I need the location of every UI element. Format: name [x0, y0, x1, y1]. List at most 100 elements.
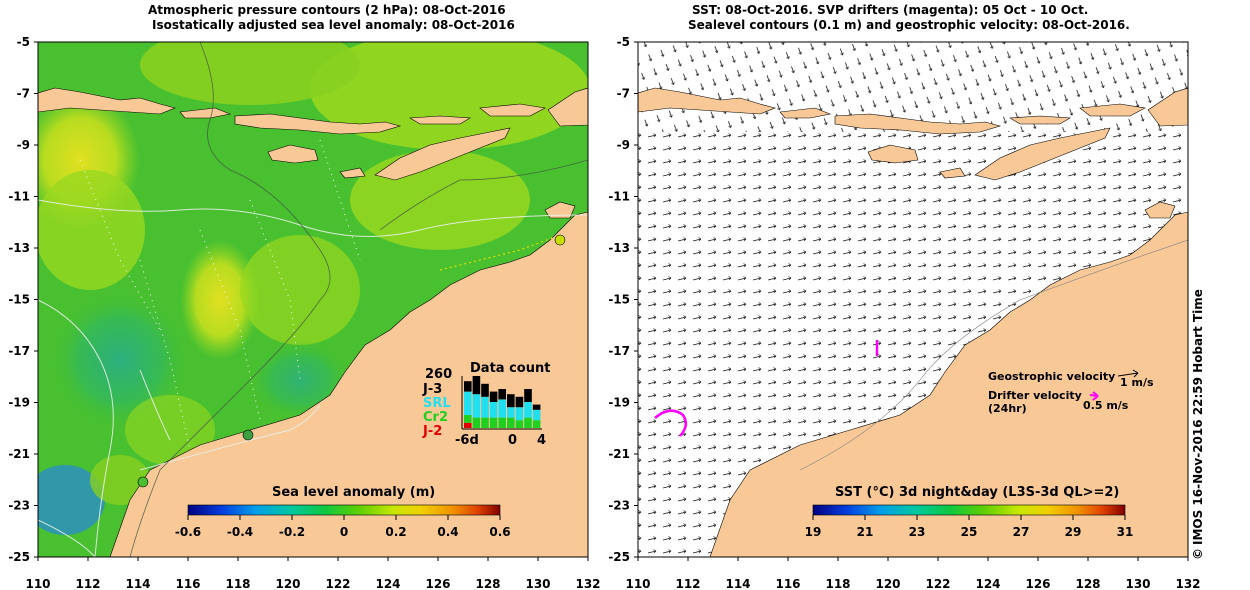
tide-gauge-marker	[137, 476, 149, 488]
colorbar-tick-label: -0.2	[279, 525, 305, 539]
count-bar-segment	[472, 376, 481, 395]
lon-tick-label: 128	[475, 577, 500, 590]
count-bar-segment	[489, 391, 498, 402]
tide-gauge-marker	[554, 234, 566, 246]
left-map	[38, 42, 588, 557]
lat-tick-label: -15	[8, 293, 30, 307]
lat-tick-label: -5	[17, 35, 30, 49]
lat-tick-label: -15	[608, 293, 630, 307]
left-colorbar: Sea level anomaly (m) -0.6 -0.4 -0.2 0 0.2 0.…	[175, 485, 511, 539]
count-bar-segment	[515, 407, 524, 421]
count-bar-segment	[498, 417, 506, 428]
count-bar-segment	[507, 407, 515, 418]
colorbar-tick-label: -0.6	[175, 525, 201, 539]
colorbar-tick-label: 21	[857, 525, 874, 539]
legend-drifter-label-2: (24hr)	[988, 402, 1027, 415]
left-title-line1: Atmospheric pressure contours (2 hPa): 0…	[148, 3, 506, 17]
lon-tick-label: 126	[425, 577, 450, 590]
count-bar-segment	[532, 409, 541, 421]
colorbar-tick-label: 23	[909, 525, 926, 539]
count-bar-segment	[489, 402, 498, 418]
count-xlabel-0: -6d	[455, 433, 479, 448]
data-count-inset: Data count 260 J-3 SRL Cr2 J-2 -6d 0 4	[422, 361, 550, 448]
lon-tick-label: 118	[825, 577, 850, 590]
count-bar-segment	[498, 389, 506, 400]
colorbar-tick-label: 27	[1013, 525, 1030, 539]
colorbar-tick-label: -0.4	[227, 525, 253, 539]
lat-tick-label: -21	[8, 447, 30, 461]
lat-tick-label: -7	[17, 87, 30, 101]
count-bar-segment	[524, 389, 532, 402]
colorbar-tick-label: 25	[961, 525, 978, 539]
lon-tick-label: 132	[575, 577, 600, 590]
count-bar-segment	[464, 415, 472, 423]
lon-tick-label: 112	[75, 577, 100, 590]
data-count-max: 260	[425, 367, 452, 382]
count-bar-segment	[515, 420, 524, 428]
lat-tick-label: -19	[8, 396, 30, 410]
lat-tick-label: -13	[608, 241, 630, 255]
count-bar-segment	[515, 396, 524, 408]
count-xlabel-1: 0	[508, 433, 517, 448]
lon-tick-label: 130	[525, 577, 550, 590]
lat-tick-label: -21	[608, 447, 630, 461]
lon-tick-label: 128	[1075, 577, 1100, 590]
data-count-bars	[464, 376, 541, 428]
lon-tick-label: 126	[1025, 577, 1050, 590]
count-bar-segment	[481, 396, 489, 418]
count-bar-segment	[524, 402, 532, 418]
colorbar-tick-label: 29	[1065, 525, 1082, 539]
data-count-title: Data count	[470, 361, 550, 376]
colorbar-tick-label: 0.4	[437, 525, 458, 539]
flores	[234, 113, 402, 135]
colorbar-tick-label: 0	[340, 525, 348, 539]
lon-tick-label: 120	[875, 577, 900, 590]
timor	[374, 127, 511, 181]
count-bar-segment	[464, 381, 472, 392]
count-bar-segment	[532, 404, 541, 410]
lon-tick-label: 124	[975, 577, 1000, 590]
colorbar-tick-label: 19	[805, 525, 822, 539]
lon-tick-label: 112	[675, 577, 700, 590]
count-bar-segment	[507, 394, 515, 408]
lon-tick-label: 116	[175, 577, 200, 590]
lat-tick-label: -9	[617, 138, 630, 152]
lat-tick-label: -19	[608, 396, 630, 410]
count-bar-segment	[481, 417, 489, 428]
lon-tick-label: 124	[375, 577, 400, 590]
lon-tick-label: 132	[1175, 577, 1200, 590]
right-title-line1: SST: 08-Oct-2016. SVP drifters (magenta)…	[692, 3, 1089, 17]
lat-tick-label: -11	[8, 190, 30, 204]
lon-tick-label: 120	[275, 577, 300, 590]
legend-drifter-label-1: Drifter velocity	[988, 389, 1082, 402]
count-bar-segment	[481, 383, 489, 397]
count-bar-segment	[472, 394, 481, 418]
lat-tick-label: -11	[608, 190, 630, 204]
lat-tick-label: -23	[8, 499, 30, 513]
lon-tick-label: 110	[25, 577, 50, 590]
mission-label-j3: J-3	[422, 382, 442, 397]
lon-tick-label: 114	[125, 577, 150, 590]
copyright-symbol: ©	[1191, 548, 1205, 560]
mission-label-cr2: Cr2	[423, 410, 448, 425]
right-colorbar-label: SST (°C) 3d night&day (L3S-3d QL>=2)	[835, 485, 1119, 500]
lon-tick-label: 110	[625, 577, 650, 590]
java-bali-lombok	[38, 87, 176, 115]
lat-tick-label: -23	[608, 499, 630, 513]
lon-tick-label: 122	[325, 577, 350, 590]
lon-tick-label: 118	[225, 577, 250, 590]
count-bar-segment	[507, 417, 515, 428]
count-bar-segment	[489, 417, 498, 428]
count-bar-segment	[464, 422, 472, 428]
lat-tick-label: -13	[8, 241, 30, 255]
lon-tick-label: 114	[725, 577, 750, 590]
lat-tick-label: -17	[8, 344, 30, 358]
colorbar-tick-label: 0.6	[489, 525, 510, 539]
lat-tick-label: -5	[617, 35, 630, 49]
count-bar-segment	[464, 391, 472, 415]
credit-text: IMOS 16-Nov-2016 22:59 Hobart Time	[1191, 289, 1205, 545]
right-title-line2: Sealevel contours (0.1 m) and geostrophi…	[688, 18, 1130, 32]
australia-landmass-right	[709, 211, 1188, 557]
legend-drifter-unit: 0.5 m/s	[1083, 399, 1129, 412]
